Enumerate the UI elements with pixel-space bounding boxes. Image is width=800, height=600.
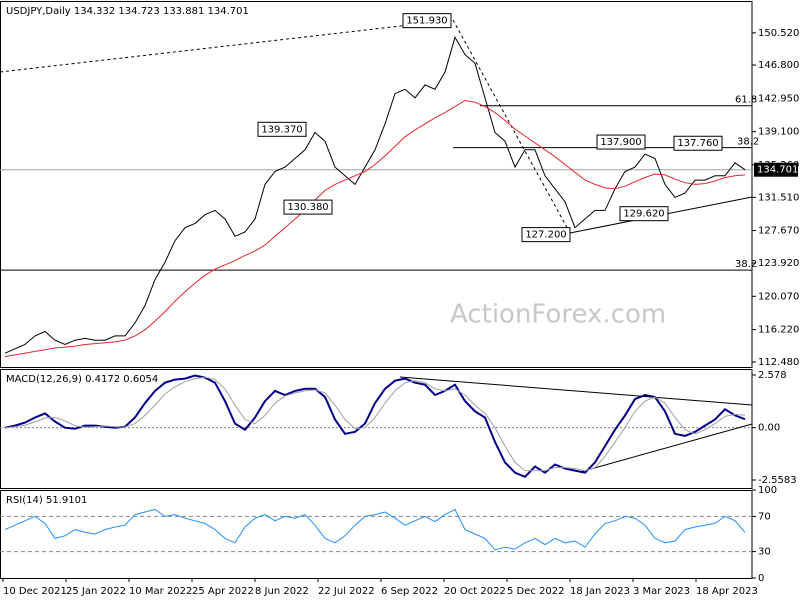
trend-line: [399, 376, 753, 406]
y-tick-label: 131.510: [758, 192, 799, 203]
annotation-label: 127.200: [525, 230, 566, 241]
x-tick-label: 8 Jun 2022: [255, 586, 309, 597]
annotation-label: 151.930: [406, 16, 447, 27]
x-tick-label: 25 Apr 2022: [192, 586, 254, 597]
panel-frame: [0, 490, 753, 579]
panel-title: USDJPY,Daily 134.332 134.723 133.881 134…: [6, 6, 249, 17]
panel-frame: [0, 1, 753, 368]
y-tick-label: 150.520: [758, 28, 799, 39]
x-tick-label: 20 Oct 2022: [444, 586, 506, 597]
y-tick-label: 2.578: [758, 370, 787, 381]
y-tick-label: 70: [758, 511, 771, 522]
panel-title: RSI(14) 51.9101: [6, 495, 87, 506]
annotation-box: [521, 227, 571, 243]
last-price-box: [754, 162, 798, 177]
series-line: [4, 99, 746, 358]
y-tick-label: 127.670: [758, 226, 799, 237]
annotation-box: [673, 135, 723, 151]
annotation-box: [619, 206, 669, 222]
annotation-label: 129.620: [623, 209, 664, 220]
panel-title: MACD(12,26,9) 0.4172 0.6054: [6, 374, 158, 385]
annotation-box: [596, 134, 646, 150]
y-tick-label: 123.920: [758, 258, 799, 269]
x-tick-label: 25 Jan 2022: [66, 586, 126, 597]
panel-frame: [0, 369, 753, 489]
annotation-box: [283, 199, 333, 215]
y-tick-label: 0: [758, 573, 764, 584]
x-tick-label: 10 Mar 2022: [129, 586, 192, 597]
trend-line: [579, 423, 753, 473]
y-tick-label: 112.480: [758, 357, 799, 368]
annotation-box: [402, 13, 452, 29]
series-line: [4, 36, 746, 354]
annotation-label: 137.760: [677, 138, 718, 149]
x-tick-label: 6 Sep 2022: [381, 586, 438, 597]
series-line: [4, 376, 746, 472]
fib-label: 38.2: [735, 259, 757, 270]
y-tick-label: 142.950: [758, 93, 799, 104]
x-tick-label: 10 Dec 2021: [3, 586, 67, 597]
watermark: ActionForex.com: [450, 300, 666, 330]
series-line: [4, 374, 746, 478]
fib-label: 61.8: [735, 95, 757, 106]
y-tick-label: 30: [758, 547, 771, 558]
trend-line: [0, 19, 454, 73]
last-price-label: 134.701: [757, 165, 798, 176]
series-line: [4, 508, 746, 551]
fib-label: 38.2: [737, 137, 759, 148]
x-tick-label: 18 Apr 2023: [696, 586, 758, 597]
annotation-label: 137.900: [600, 137, 641, 148]
annotation-box: [257, 121, 307, 137]
y-tick-label: -2.5583: [758, 475, 797, 486]
y-tick-label: 146.800: [758, 60, 799, 71]
y-tick-label: 100: [758, 485, 777, 496]
x-tick-label: 22 Jul 2022: [318, 586, 375, 597]
y-tick-label: 120.070: [758, 291, 799, 302]
y-tick-label: 116.220: [758, 325, 799, 336]
x-tick-label: 3 Mar 2023: [633, 586, 690, 597]
y-tick-label: 0.00: [758, 423, 780, 434]
y-tick-label: 139.100: [758, 127, 799, 138]
x-tick-label: 5 Dec 2022: [507, 586, 565, 597]
x-tick-label: 18 Jan 2023: [570, 586, 630, 597]
annotation-label: 130.380: [287, 202, 328, 213]
annotation-label: 139.370: [261, 124, 302, 135]
